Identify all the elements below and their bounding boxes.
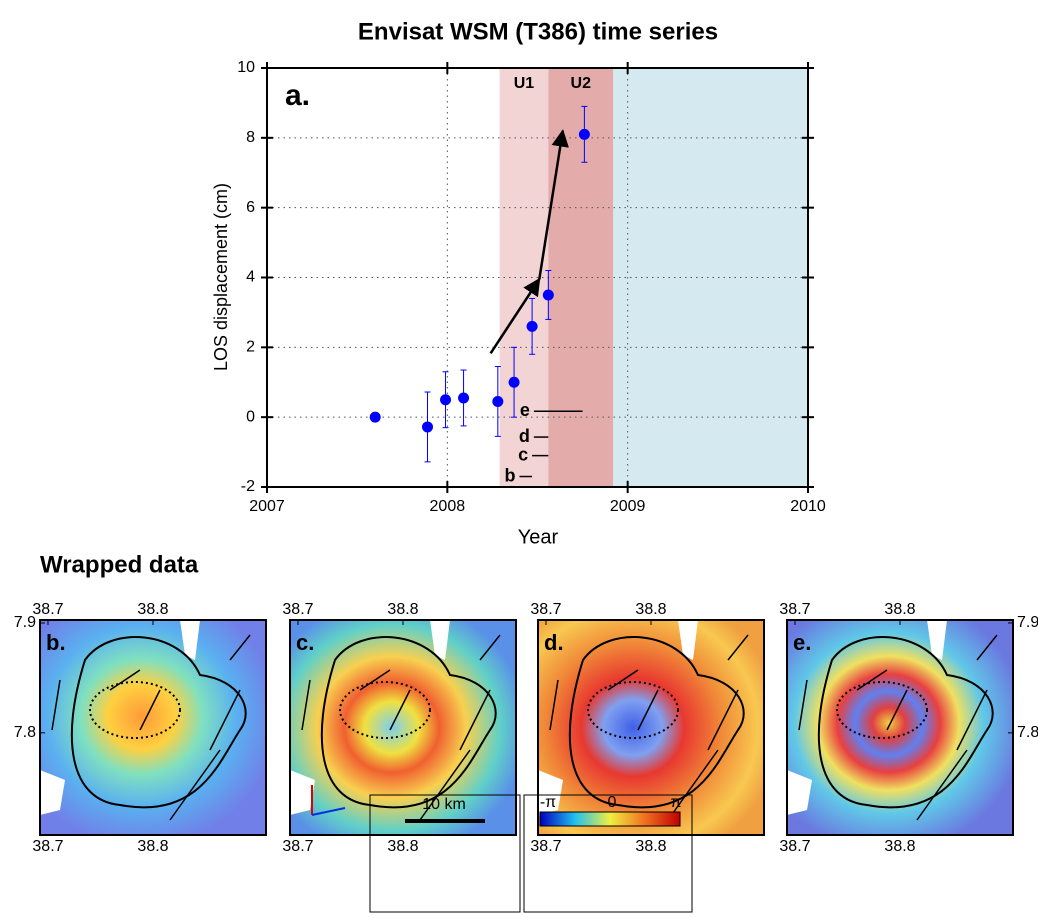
y-tick-label: 2 bbox=[246, 339, 255, 356]
lon-tick-label: 38.7 bbox=[32, 838, 63, 855]
period-label: U2 bbox=[571, 75, 592, 92]
period-label: U1 bbox=[514, 75, 535, 92]
panel-label: a. bbox=[285, 79, 310, 112]
interferogram bbox=[40, 620, 266, 835]
period-shade bbox=[613, 68, 808, 487]
caldera-outline bbox=[320, 636, 497, 809]
x-tick-label: 2010 bbox=[790, 498, 826, 515]
lon-tick-label: 38.7 bbox=[779, 601, 810, 618]
y-tick-label: 8 bbox=[246, 129, 255, 146]
lat-tick-label: 7.9 bbox=[1017, 614, 1038, 631]
y-tick-label: 6 bbox=[246, 199, 255, 216]
y-tick-label: -2 bbox=[241, 478, 255, 495]
lon-tick-label: 38.7 bbox=[779, 838, 810, 855]
interval-label: b bbox=[504, 465, 515, 485]
faults bbox=[549, 634, 749, 821]
colorbar bbox=[539, 811, 681, 827]
faults bbox=[798, 634, 998, 821]
colorbar-label: π bbox=[670, 794, 681, 811]
x-axis-label: Year bbox=[518, 526, 559, 548]
plot-frame bbox=[266, 67, 809, 488]
data-point bbox=[421, 421, 433, 433]
x-tick-label: 2007 bbox=[249, 498, 285, 515]
no-data bbox=[40, 620, 200, 815]
y-tick-label: 0 bbox=[246, 408, 255, 425]
no-data bbox=[290, 620, 450, 815]
intrusion-outline bbox=[339, 681, 431, 739]
trend-arrow bbox=[538, 129, 569, 280]
lon-tick-label: 38.8 bbox=[387, 838, 418, 855]
lat-tick-label: 7.8 bbox=[1017, 724, 1038, 741]
caldera-outline bbox=[817, 636, 994, 809]
caldera-outline bbox=[70, 636, 247, 809]
data-point bbox=[492, 395, 504, 407]
lon-tick-label: 38.8 bbox=[635, 838, 666, 855]
lon-tick-label: 38.8 bbox=[884, 838, 915, 855]
lon-tick-label: 38.7 bbox=[530, 601, 561, 618]
interval-label: c bbox=[518, 444, 528, 464]
chart-title: Envisat WSM (T386) time series bbox=[358, 18, 718, 45]
interval-label: e bbox=[520, 400, 530, 420]
intrusion-outline bbox=[89, 681, 181, 739]
data-point bbox=[542, 289, 554, 301]
colorbar-box bbox=[523, 794, 693, 913]
y-tick-label: 4 bbox=[246, 269, 255, 286]
interval-label: d bbox=[519, 426, 530, 446]
data-point bbox=[458, 392, 470, 404]
x-tick-label: 2009 bbox=[610, 498, 646, 515]
lon-tick-label: 38.7 bbox=[32, 601, 63, 618]
lon-tick-label: 38.8 bbox=[137, 601, 168, 618]
faults bbox=[301, 634, 501, 821]
data-point bbox=[369, 411, 381, 423]
panel-label: d. bbox=[544, 630, 564, 655]
lon-tick-label: 38.8 bbox=[635, 601, 666, 618]
data-point bbox=[508, 376, 520, 388]
trend-arrow bbox=[489, 277, 541, 354]
colorbar-label: -π bbox=[540, 794, 556, 811]
intrusion-outline bbox=[836, 681, 928, 739]
faults bbox=[51, 634, 251, 821]
lon-tick-label: 38.8 bbox=[387, 601, 418, 618]
lon-tick-label: 38.7 bbox=[530, 838, 561, 855]
interferogram bbox=[787, 620, 1013, 835]
x-tick-label: 2008 bbox=[430, 498, 466, 515]
interferogram bbox=[290, 620, 516, 835]
maps-title: Wrapped data bbox=[40, 551, 199, 578]
no-data bbox=[787, 620, 947, 815]
colorbar-label: 0 bbox=[608, 794, 617, 811]
data-point bbox=[578, 128, 590, 140]
data-point bbox=[440, 394, 452, 406]
y-axis-label: LOS displacement (cm) bbox=[211, 183, 231, 371]
scale-bar-label: 10 km bbox=[422, 796, 466, 813]
lat-tick-label: 7.9 bbox=[14, 614, 36, 631]
panel-label: c. bbox=[296, 630, 314, 655]
period-shade bbox=[499, 68, 549, 487]
interferogram bbox=[538, 620, 764, 835]
lon-tick-label: 38.7 bbox=[282, 838, 313, 855]
caldera-outline bbox=[568, 636, 745, 809]
lat-tick-label: 7.8 bbox=[14, 724, 36, 741]
lon-tick-label: 38.7 bbox=[282, 601, 313, 618]
map-panels: b. 38.7 38.7 38.8 38.8 7.9 7.8 c. 38.7 38.7 38.8 38… bbox=[14, 601, 1038, 855]
data-point bbox=[526, 320, 538, 332]
intrusion-outline bbox=[587, 681, 679, 739]
scale-box bbox=[369, 794, 521, 913]
y-tick-label: 10 bbox=[237, 59, 255, 76]
heading-arrow bbox=[311, 807, 346, 816]
panel-label: b. bbox=[46, 630, 66, 655]
lon-tick-label: 38.8 bbox=[884, 601, 915, 618]
lon-tick-label: 38.8 bbox=[137, 838, 168, 855]
panel-label: e. bbox=[793, 630, 811, 655]
